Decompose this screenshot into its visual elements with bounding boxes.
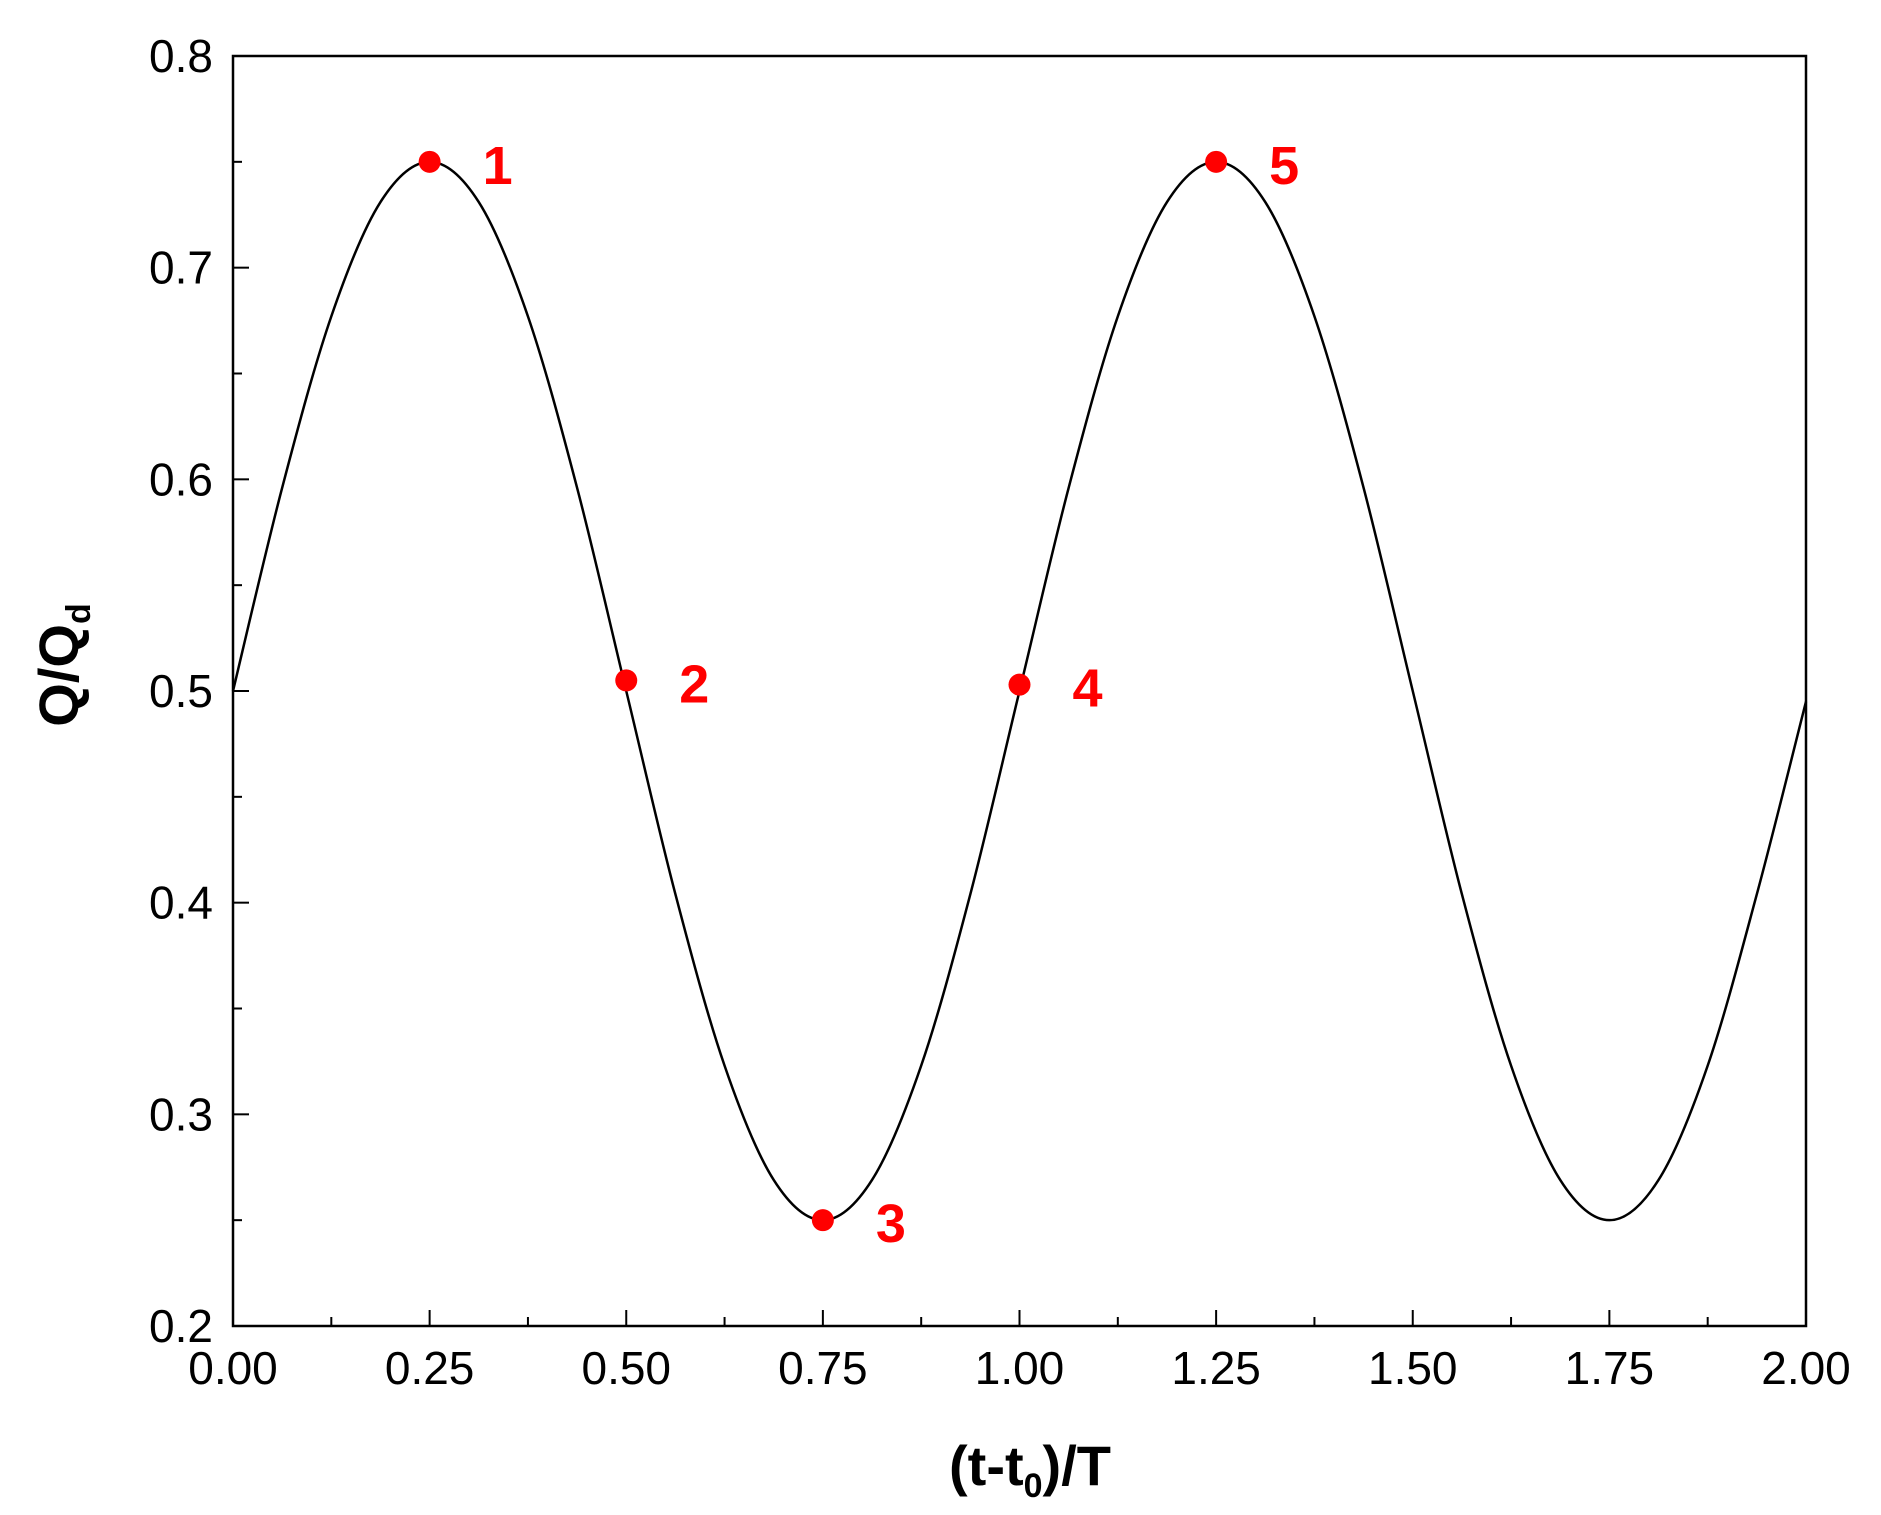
- x-tick-label: 1.75: [1565, 1342, 1655, 1394]
- data-point: [811, 1209, 834, 1232]
- y-tick-label: 0.5: [149, 665, 213, 717]
- x-axis-label: (t-t0)/T: [949, 1434, 1111, 1505]
- x-tick-label: 1.50: [1368, 1342, 1458, 1394]
- y-tick-label: 0.4: [149, 877, 213, 929]
- y-tick-label: 0.8: [149, 30, 213, 82]
- point-label: 4: [1072, 659, 1102, 719]
- y-tick-label: 0.3: [149, 1088, 213, 1140]
- x-tick-label: 0.00: [188, 1342, 278, 1394]
- x-axis-label-tail: )/T: [1043, 1434, 1111, 1497]
- x-axis-label-sub: 0: [1024, 1467, 1043, 1505]
- y-tick-label: 0.7: [149, 242, 213, 294]
- y-tick-label: 0.2: [149, 1300, 213, 1352]
- x-axis-label-main: (t-t: [949, 1434, 1024, 1497]
- x-tick-label: 0.50: [581, 1342, 671, 1394]
- points-layer: 1 2 3 4 5: [418, 136, 1299, 1254]
- x-tick-label: 1.00: [975, 1342, 1065, 1394]
- data-point: [1008, 673, 1031, 696]
- point-label: 2: [679, 654, 709, 714]
- data-point: [615, 669, 638, 692]
- point-label: 3: [876, 1194, 906, 1254]
- axis-ticks: [232, 55, 1807, 1327]
- point-label: 5: [1269, 136, 1299, 196]
- x-tick-label: 2.00: [1761, 1342, 1851, 1394]
- data-point: [418, 150, 441, 173]
- tick-labels: 0.00 0.25 0.50 0.75 1.00 1.25 1.50 1.75 2.000.20…: [149, 30, 1851, 1394]
- y-axis-label: Q/Qd: [27, 603, 98, 726]
- data-point: [1205, 150, 1228, 173]
- x-tick-label: 0.75: [778, 1342, 868, 1394]
- x-tick-label: 0.25: [385, 1342, 475, 1394]
- y-axis-label-sub: d: [60, 603, 98, 624]
- y-tick-label: 0.6: [149, 453, 213, 505]
- x-tick-label: 1.25: [1171, 1342, 1261, 1394]
- point-label: 1: [483, 136, 513, 196]
- y-axis-label-main: Q/Q: [27, 624, 90, 727]
